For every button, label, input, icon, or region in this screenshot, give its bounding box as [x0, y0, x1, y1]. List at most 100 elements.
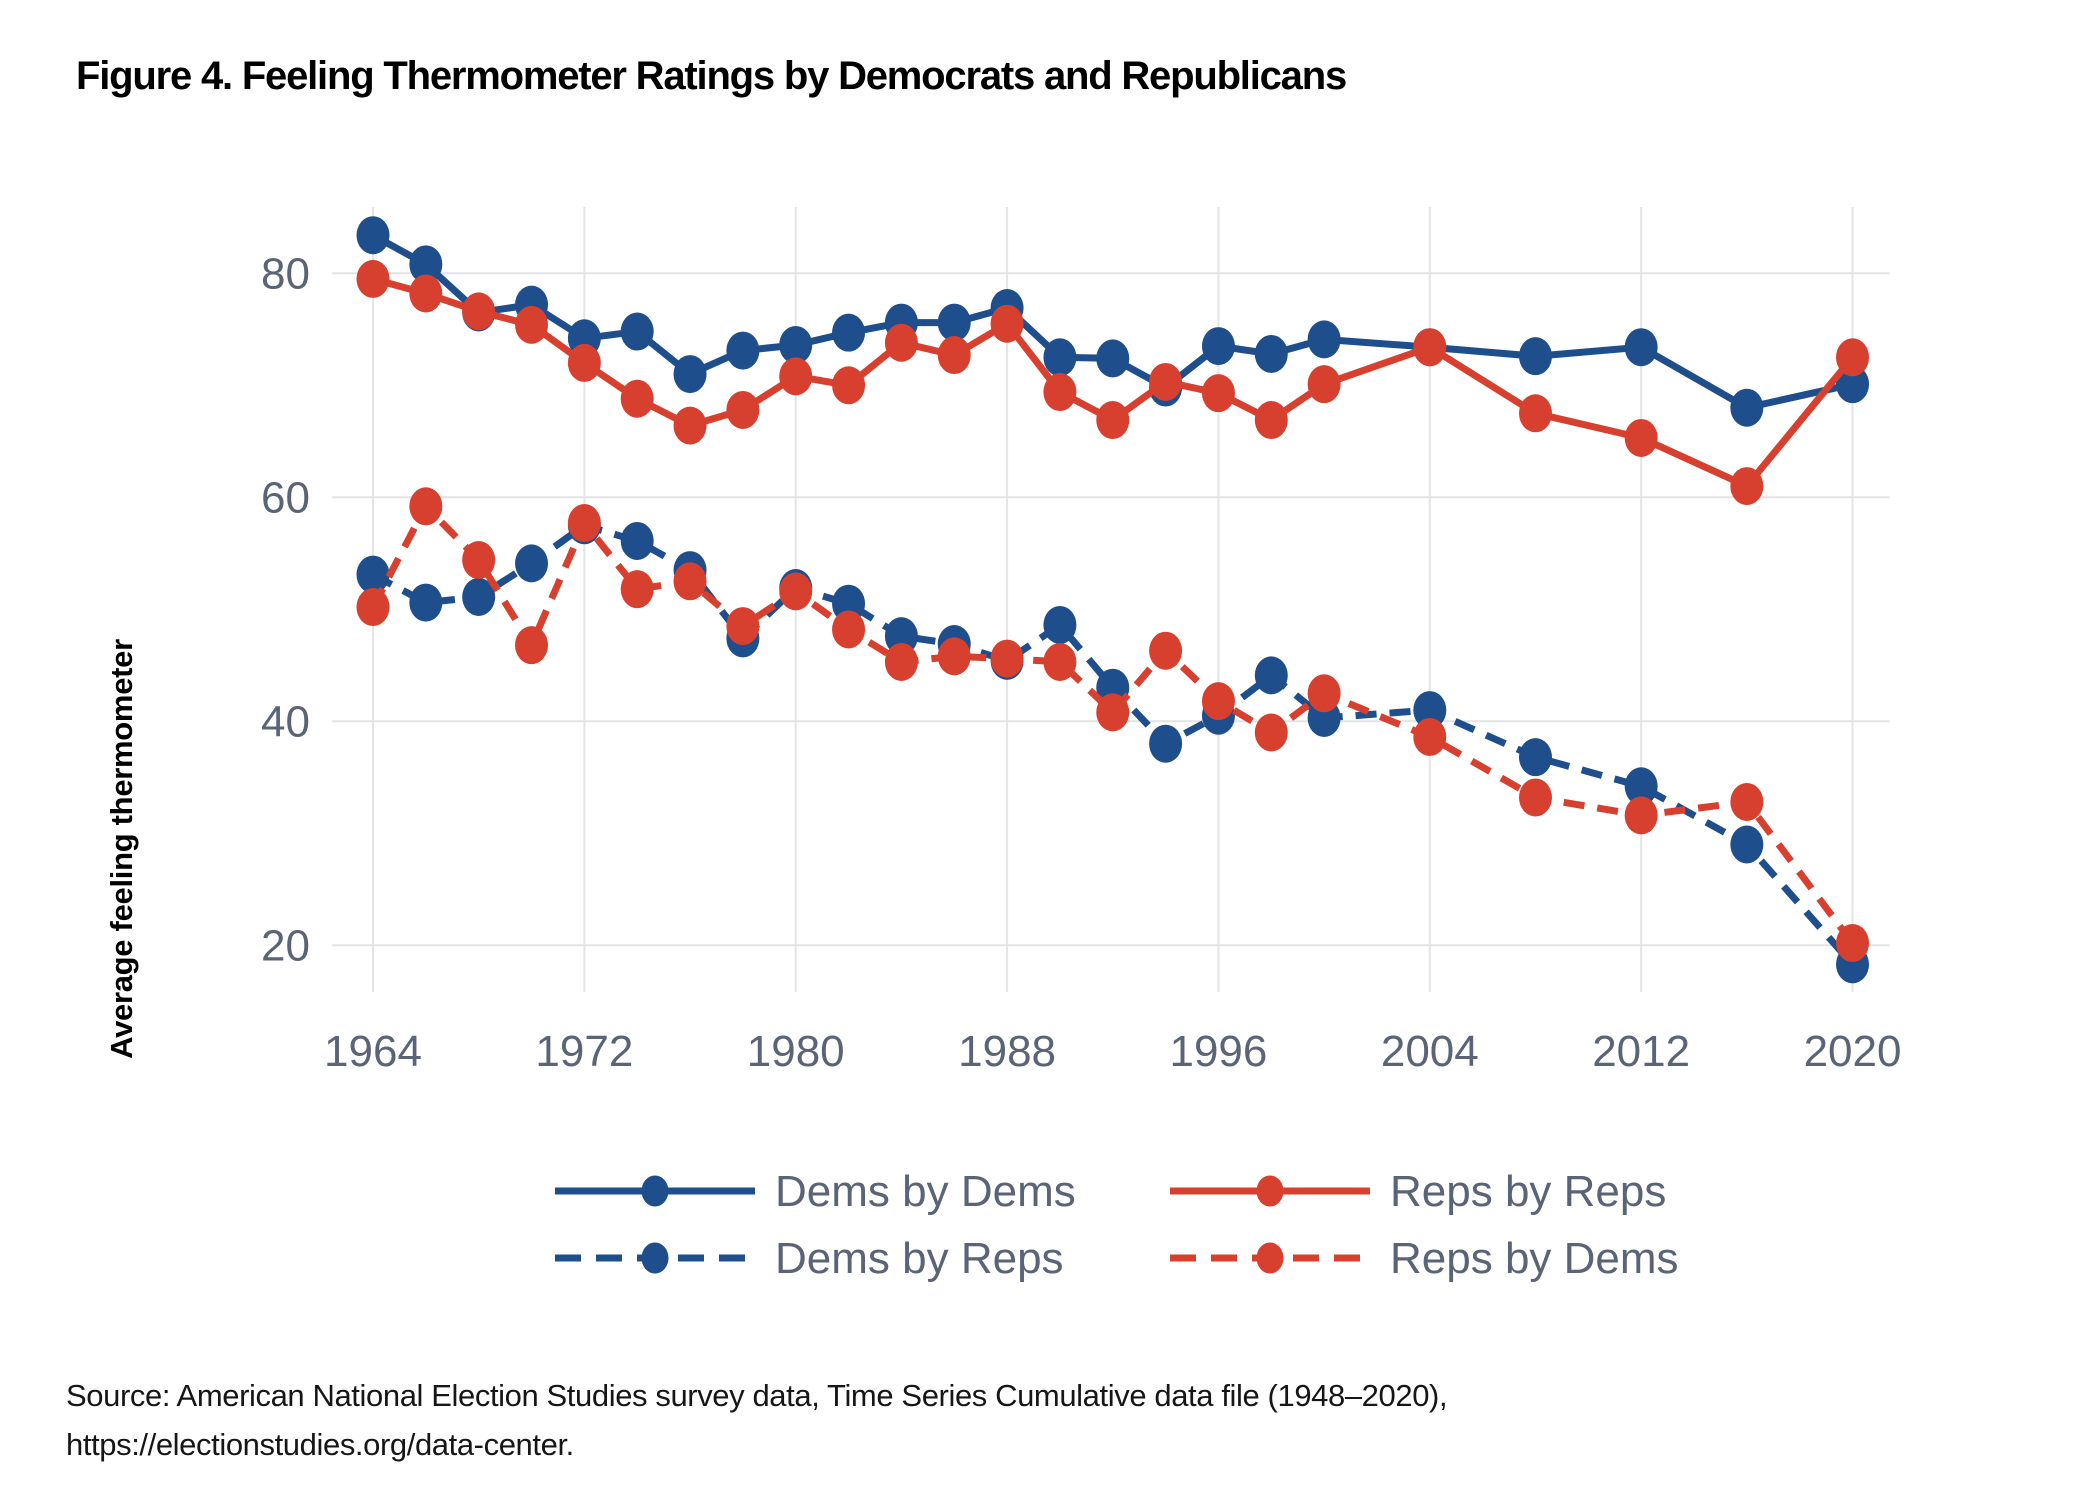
- figure-title: Figure 4. Feeling Thermometer Ratings by…: [76, 54, 1347, 98]
- data-point-reps-by-reps-2000: [1307, 365, 1341, 404]
- x-tick-label-1988: 1988: [958, 1027, 1056, 1076]
- data-point-reps-by-dems-2004: [1413, 717, 1447, 756]
- axis-ticks: 20 40 60 80 1964 1972 1980 1988 1996 2004 2012 2020: [261, 249, 1901, 1076]
- data-point-reps-by-dems-2008: [1518, 778, 1552, 817]
- data-point-reps-by-reps-1968: [462, 292, 496, 331]
- data-point-dems-by-reps-1974: [620, 521, 654, 560]
- y-tick-label-20: 20: [261, 921, 310, 970]
- x-tick-label-2004: 2004: [1381, 1027, 1479, 1076]
- data-point-dems-by-reps-1966: [409, 583, 443, 622]
- data-point-dems-by-reps-2016: [1730, 825, 1764, 864]
- data-point-dems-by-dems-2000: [1307, 320, 1341, 359]
- x-tick-label-2012: 2012: [1592, 1027, 1690, 1076]
- data-point-dems-by-dems-1964: [356, 216, 390, 255]
- data-point-reps-by-dems-1976: [673, 562, 707, 601]
- data-point-dems-by-reps-2008: [1518, 738, 1552, 777]
- data-point-reps-by-reps-1990: [1043, 373, 1077, 412]
- source-line-2: https://electionstudies.org/data-center.: [66, 1426, 574, 1462]
- y-tick-label-40: 40: [261, 697, 310, 746]
- data-point-reps-by-reps-1966: [409, 274, 443, 313]
- source-line-1: Source: American National Election Studi…: [66, 1378, 1448, 1413]
- data-point-reps-by-reps-1978: [726, 390, 760, 429]
- x-tick-label-2020: 2020: [1804, 1027, 1902, 1076]
- data-point-reps-by-reps-1994: [1149, 362, 1183, 401]
- data-point-dems-by-dems-1976: [673, 355, 707, 394]
- legend-label-dems-by-reps: Dems by Reps: [775, 1234, 1064, 1283]
- data-point-reps-by-reps-1972: [567, 343, 601, 382]
- legend-marker: [641, 1242, 669, 1274]
- data-point-reps-by-dems-1964: [356, 588, 390, 627]
- data-point-reps-by-dems-1984: [884, 642, 918, 681]
- data-point-reps-by-reps-1976: [673, 406, 707, 445]
- series-dems-by-reps: [356, 506, 1870, 984]
- data-point-reps-by-dems-1994: [1149, 631, 1183, 670]
- data-point-reps-by-reps-1980: [779, 357, 813, 396]
- data-point-dems-by-dems-2020: [1836, 365, 1870, 404]
- series-line-dems-by-reps: [371, 521, 1856, 967]
- data-point-dems-by-reps-1990: [1043, 605, 1077, 644]
- data-point-reps-by-reps-2016: [1730, 467, 1764, 506]
- data-point-dems-by-dems-1986: [937, 303, 971, 342]
- data-point-reps-by-reps-2008: [1518, 394, 1552, 433]
- legend-item-dems-by-dems: Dems by Dems: [555, 1167, 1076, 1216]
- data-point-dems-by-reps-1964: [356, 555, 390, 594]
- x-tick-label-1996: 1996: [1169, 1027, 1267, 1076]
- x-tick-label-1972: 1972: [535, 1027, 633, 1076]
- data-point-reps-by-reps-1964: [356, 259, 390, 298]
- y-tick-label-80: 80: [261, 249, 310, 298]
- series-line-reps-by-reps: [372, 275, 1856, 491]
- legend-item-reps-by-reps: Reps by Reps: [1170, 1167, 1666, 1216]
- data-point-reps-by-dems-1986: [937, 637, 971, 676]
- y-tick-label-60: 60: [261, 473, 310, 522]
- data-point-dems-by-dems-2008: [1518, 337, 1552, 376]
- series-dems-by-dems: [356, 216, 1870, 427]
- data-point-reps-by-dems-2000: [1307, 674, 1341, 713]
- data-point-dems-by-reps-1968: [462, 577, 496, 616]
- data-point-reps-by-dems-1988: [990, 639, 1024, 678]
- legend-label-dems-by-dems: Dems by Dems: [775, 1167, 1076, 1216]
- series-reps-by-dems: [356, 487, 1870, 963]
- data-point-reps-by-dems-2016: [1730, 782, 1764, 821]
- data-point-dems-by-dems-1996: [1201, 327, 1235, 366]
- data-point-dems-by-dems-1974: [620, 312, 654, 351]
- data-point-dems-by-reps-1998: [1254, 656, 1288, 695]
- data-point-reps-by-reps-2012: [1624, 418, 1658, 457]
- data-point-dems-by-dems-1980: [779, 325, 813, 364]
- data-point-reps-by-reps-2004: [1413, 328, 1447, 367]
- legend-label-reps-by-reps: Reps by Reps: [1390, 1167, 1666, 1216]
- data-point-reps-by-reps-1986: [937, 336, 971, 375]
- legend-item-dems-by-reps: Dems by Reps: [555, 1234, 1064, 1283]
- legend-label-reps-by-dems: Reps by Dems: [1390, 1234, 1679, 1283]
- data-point-dems-by-reps-2004: [1413, 691, 1447, 730]
- data-point-dems-by-reps-1970: [515, 544, 549, 583]
- legend-marker: [1256, 1242, 1284, 1274]
- data-point-dems-by-dems-1990: [1043, 338, 1077, 377]
- data-point-reps-by-reps-1992: [1096, 401, 1130, 440]
- data-point-reps-by-dems-1972: [567, 504, 601, 543]
- data-point-reps-by-reps-1974: [620, 379, 654, 418]
- data-point-reps-by-dems-2012: [1624, 796, 1658, 835]
- data-point-dems-by-reps-2012: [1624, 767, 1658, 806]
- data-point-dems-by-dems-2016: [1730, 388, 1764, 427]
- data-point-reps-by-dems-1980: [779, 572, 813, 611]
- legend-marker: [641, 1175, 669, 1207]
- x-tick-label-1964: 1964: [324, 1027, 422, 1076]
- data-point-reps-by-dems-1998: [1254, 713, 1288, 752]
- data-point-reps-by-dems-1996: [1201, 682, 1235, 721]
- data-point-dems-by-dems-1998: [1254, 334, 1288, 373]
- source-note: Source: American National Election Studi…: [66, 1372, 1448, 1470]
- data-point-dems-by-dems-2012: [1624, 328, 1658, 367]
- data-point-reps-by-dems-1982: [832, 610, 866, 649]
- data-point-reps-by-dems-1966: [409, 487, 443, 526]
- data-point-reps-by-reps-1996: [1201, 374, 1235, 413]
- data-point-reps-by-reps-1988: [990, 304, 1024, 343]
- data-point-dems-by-dems-1992: [1096, 339, 1130, 378]
- data-point-reps-by-dems-1968: [462, 541, 496, 580]
- data-point-reps-by-dems-1970: [515, 626, 549, 665]
- legend: Dems by Dems Reps by Reps Dems by Reps Reps…: [555, 1167, 1679, 1283]
- data-point-reps-by-dems-1974: [620, 570, 654, 609]
- data-point-dems-by-dems-1978: [726, 331, 760, 370]
- series-line-dems-by-dems: [371, 232, 1854, 412]
- data-point-reps-by-reps-2020: [1836, 338, 1870, 377]
